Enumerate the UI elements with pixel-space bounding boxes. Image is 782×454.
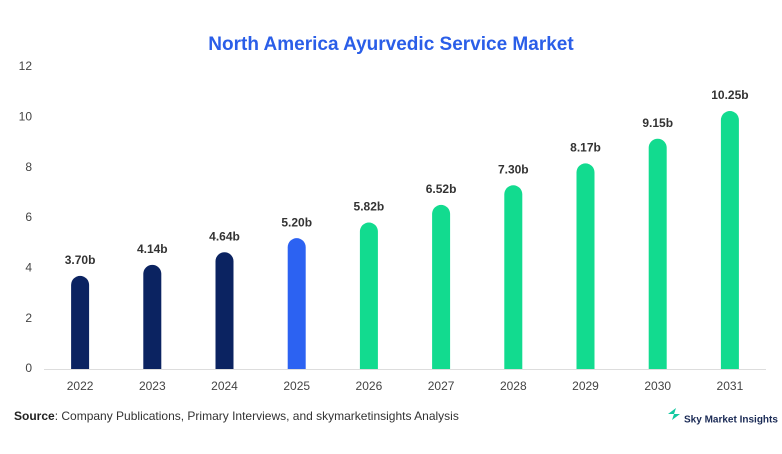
source-text: : Company Publications, Primary Intervie… — [55, 409, 459, 423]
brand-logo: Sky Market Insights — [668, 408, 778, 426]
x-tick-label: 2025 — [283, 379, 310, 393]
y-tick-label: 8 — [25, 160, 32, 174]
chart-title: North America Ayurvedic Service Market — [208, 34, 574, 55]
x-tick-label: 2030 — [644, 379, 671, 393]
y-tick-label: 4 — [25, 261, 32, 275]
bar — [359, 222, 378, 369]
brand-icon — [668, 408, 680, 420]
value-label: 3.70b — [65, 253, 96, 267]
value-label: 9.15b — [642, 116, 673, 130]
x-tick-label: 2027 — [428, 379, 455, 393]
bar — [648, 138, 667, 369]
x-tick-label: 2028 — [500, 379, 527, 393]
value-label: 10.25b — [711, 88, 748, 102]
bar — [215, 252, 234, 369]
x-tick-label: 2029 — [572, 379, 599, 393]
y-tick-label: 10 — [19, 110, 33, 124]
x-tick-label: 2031 — [717, 379, 744, 393]
brand-name: Sky Market Insights — [684, 415, 778, 426]
y-tick-label: 2 — [25, 311, 32, 325]
bar — [71, 275, 90, 369]
bar — [720, 111, 739, 369]
y-tick-label: 12 — [19, 59, 33, 73]
value-label: 7.30b — [498, 162, 529, 176]
bar — [504, 185, 523, 369]
bar — [576, 163, 595, 369]
x-tick-label: 2022 — [67, 379, 94, 393]
y-tick-label: 6 — [25, 210, 32, 224]
bar — [143, 264, 162, 369]
value-label: 4.14b — [137, 242, 168, 256]
x-tick-label: 2023 — [139, 379, 166, 393]
value-label: 5.82b — [354, 200, 385, 214]
value-label: 6.52b — [426, 182, 457, 196]
bar — [432, 204, 451, 369]
value-label: 4.64b — [209, 229, 240, 243]
x-tick-label: 2024 — [211, 379, 238, 393]
bar — [287, 238, 306, 369]
value-label: 8.17b — [570, 141, 601, 155]
x-tick-label: 2026 — [356, 379, 383, 393]
source: Source: Company Publications, Primary In… — [14, 409, 459, 423]
y-tick-label: 0 — [25, 361, 32, 375]
source-label: Source — [14, 409, 55, 423]
value-label: 5.20b — [281, 215, 312, 229]
